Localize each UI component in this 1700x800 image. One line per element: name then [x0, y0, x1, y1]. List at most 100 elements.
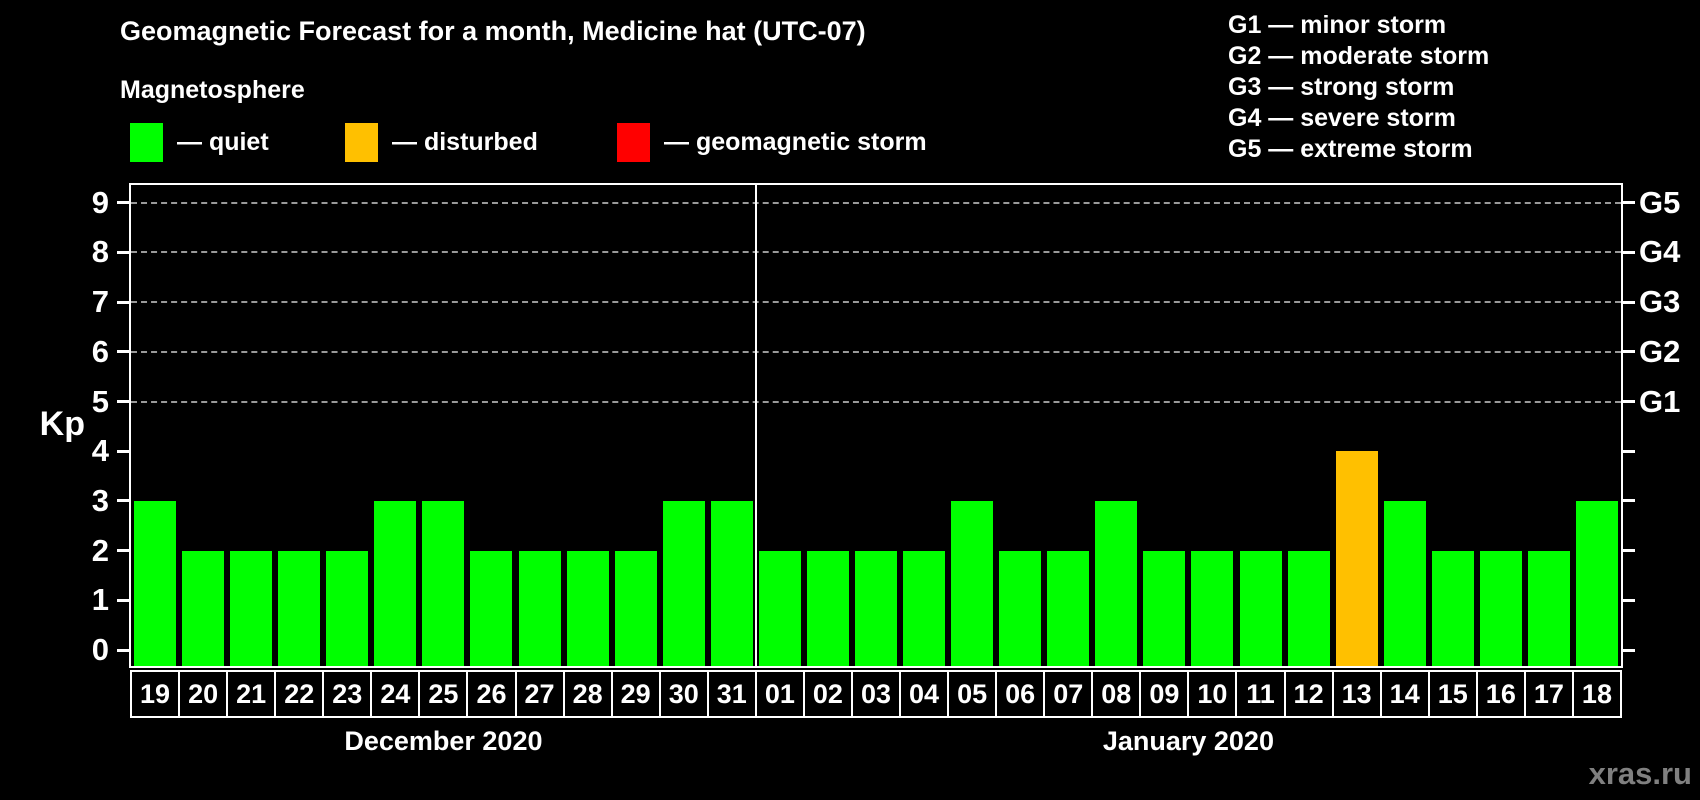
- kp-bar-january-07: [1047, 551, 1090, 666]
- y-tick-label-9: 9: [91, 185, 109, 220]
- month-label-january: January 2020: [1102, 726, 1274, 756]
- day-label-09: 09: [1139, 670, 1190, 718]
- kp-bar-january-17: [1527, 551, 1570, 666]
- kp-bar-january-06: [999, 551, 1042, 666]
- kp-bar-january-18: [1575, 501, 1618, 666]
- y-tick-label-6: 6: [91, 334, 109, 369]
- day-label-24: 24: [370, 670, 421, 718]
- y-tick-left-7: [117, 301, 129, 304]
- gridline-kp8: [131, 251, 1621, 254]
- y-tick-right-5: [1623, 400, 1635, 403]
- g-legend-line-4: G4 — severe storm: [1228, 104, 1456, 132]
- kp-bar-january-16: [1479, 551, 1522, 666]
- kp-bar-december-28: [566, 551, 609, 666]
- kp-bar-january-11: [1239, 551, 1282, 666]
- y-tick-right-1: [1623, 599, 1635, 602]
- y-tick-right-0: [1623, 649, 1635, 652]
- g-legend-line-5: G5 — extreme storm: [1228, 135, 1473, 163]
- day-label-27: 27: [514, 670, 565, 718]
- day-label-14: 14: [1379, 670, 1430, 718]
- kp-bar-january-04: [903, 551, 946, 666]
- watermark: xras.ru: [1588, 756, 1692, 791]
- day-label-23: 23: [322, 670, 373, 718]
- kp-bar-january-10: [1191, 551, 1234, 666]
- y-tick-left-9: [117, 201, 129, 204]
- gridline-kp9: [131, 201, 1621, 204]
- kp-bar-january-02: [806, 551, 849, 666]
- kp-bar-january-13: [1335, 451, 1378, 666]
- day-label-25: 25: [418, 670, 469, 718]
- storm-color-swatch: [617, 123, 650, 162]
- g-axis-label-g2: G2: [1639, 334, 1681, 369]
- month-label-december: December 2020: [344, 726, 543, 756]
- day-label-28: 28: [562, 670, 613, 718]
- day-label-29: 29: [610, 670, 661, 718]
- legend-label-storm: — geomagnetic storm: [664, 128, 927, 156]
- y-tick-label-0: 0: [91, 632, 109, 667]
- g-legend-line-1: G1 — minor storm: [1228, 11, 1447, 39]
- legend-label-quiet: — quiet: [177, 128, 269, 156]
- day-label-18: 18: [1571, 670, 1622, 718]
- y-tick-right-4: [1623, 450, 1635, 453]
- day-label-11: 11: [1235, 670, 1286, 718]
- y-tick-label-5: 5: [91, 384, 109, 419]
- g-axis-label-g5: G5: [1639, 185, 1681, 220]
- legend-item-storm: — geomagnetic storm: [617, 123, 927, 162]
- kp-bar-december-30: [662, 501, 705, 666]
- y-tick-left-2: [117, 549, 129, 552]
- month-axis-strip: December 2020 January 2020: [131, 726, 1621, 768]
- y-tick-label-1: 1: [91, 582, 109, 617]
- y-tick-right-9: [1623, 201, 1635, 204]
- day-label-22: 22: [274, 670, 325, 718]
- kp-axis-title: Kp: [39, 405, 85, 443]
- kp-bar-january-09: [1143, 551, 1186, 666]
- kp-bar-december-31: [710, 501, 753, 666]
- day-label-21: 21: [226, 670, 277, 718]
- y-tick-left-5: [117, 400, 129, 403]
- legend-item-quiet: — quiet: [130, 123, 269, 162]
- kp-bar-january-05: [951, 501, 994, 666]
- y-tick-label-3: 3: [91, 483, 109, 518]
- day-label-01: 01: [754, 670, 805, 718]
- day-label-05: 05: [947, 670, 998, 718]
- day-label-30: 30: [658, 670, 709, 718]
- quiet-color-swatch: [130, 123, 163, 162]
- disturbed-color-swatch: [345, 123, 378, 162]
- kp-bar-december-26: [470, 551, 513, 666]
- day-label-13: 13: [1331, 670, 1382, 718]
- gridline-kp6: [131, 350, 1621, 353]
- y-tick-right-6: [1623, 350, 1635, 353]
- day-label-06: 06: [995, 670, 1046, 718]
- kp-bar-january-08: [1095, 501, 1138, 666]
- y-tick-label-2: 2: [91, 533, 109, 568]
- day-label-08: 08: [1091, 670, 1142, 718]
- kp-bar-january-15: [1431, 551, 1474, 666]
- y-tick-right-3: [1623, 499, 1635, 502]
- y-tick-left-3: [117, 499, 129, 502]
- day-label-19: 19: [130, 670, 181, 718]
- day-label-04: 04: [899, 670, 950, 718]
- gridline-kp7: [131, 301, 1621, 304]
- day-label-03: 03: [850, 670, 902, 718]
- y-tick-label-7: 7: [91, 284, 109, 319]
- day-label-26: 26: [466, 670, 517, 718]
- kp-bar-december-29: [614, 551, 657, 666]
- kp-bar-january-03: [855, 551, 897, 666]
- day-label-17: 17: [1523, 670, 1574, 718]
- g-axis-label-g4: G4: [1639, 234, 1681, 269]
- plot-area: Kp 0 1 2 3 4 5 6 7 8 9 G1 G2 G3 G4 G5: [40, 183, 1680, 668]
- day-label-31: 31: [706, 670, 757, 718]
- kp-bar-december-20: [182, 551, 225, 666]
- kp-bar-december-21: [230, 551, 273, 666]
- magnetosphere-legend-heading: Magnetosphere: [120, 76, 305, 104]
- y-tick-label-4: 4: [91, 433, 109, 468]
- g-scale-legend: G1 — minor storm G2 — moderate storm G3 — …: [1228, 10, 1489, 165]
- y-tick-left-6: [117, 350, 129, 353]
- kp-bar-january-01: [758, 551, 801, 666]
- day-label-02: 02: [802, 670, 853, 718]
- y-tick-right-7: [1623, 301, 1635, 304]
- y-tick-right-2: [1623, 549, 1635, 552]
- g-axis-label-g3: G3: [1639, 284, 1681, 319]
- kp-bar-december-22: [278, 551, 321, 666]
